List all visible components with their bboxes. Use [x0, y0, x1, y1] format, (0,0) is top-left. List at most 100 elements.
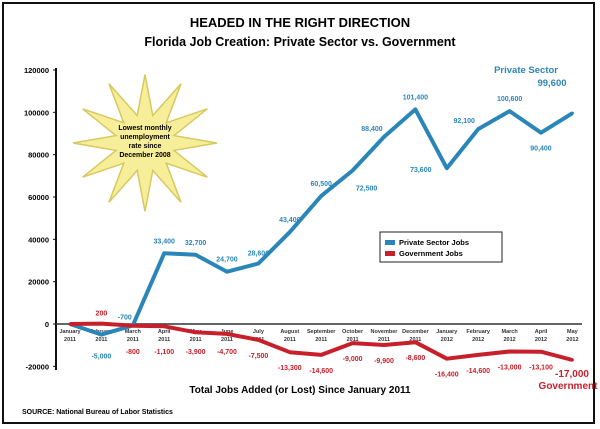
x-tick-label-year: 2012: [535, 337, 547, 343]
y-tick-label: 100000: [24, 108, 49, 117]
private-point: [445, 166, 449, 170]
y-tick-label: 40000: [28, 235, 49, 244]
government-data-label: -9,900: [374, 358, 394, 365]
x-tick-label-year: 2011: [315, 337, 327, 343]
private-point: [570, 111, 574, 115]
private-data-label: 90,400: [530, 146, 552, 153]
x-tick-label-month: January: [59, 329, 81, 335]
private-point: [382, 135, 386, 139]
government-point: [508, 350, 512, 354]
private-point: [319, 194, 323, 198]
private-point: [476, 127, 480, 131]
x-tick-label-month: August: [280, 329, 299, 335]
private-point: [225, 270, 229, 274]
government-point: [351, 341, 355, 345]
private-data-label: 32,700: [185, 240, 207, 247]
x-tick-label-year: 2012: [441, 337, 453, 343]
government-point: [539, 350, 543, 354]
x-tick-label-year: 2011: [347, 337, 359, 343]
private-data-label: 92,100: [453, 118, 475, 125]
government-data-label: 200: [96, 311, 108, 318]
x-tick-label-month: April: [158, 329, 171, 335]
government-point: [131, 324, 135, 328]
private-data-label: 28,600: [248, 250, 270, 257]
private-data-label: 101,400: [403, 94, 428, 101]
government-data-label: -7,500: [248, 353, 268, 360]
private-data-label: -700: [118, 314, 132, 321]
starburst-text-line: unemployment: [120, 134, 170, 141]
starburst-callout: Lowest monthly unemployment rate since Dece…: [72, 74, 218, 212]
private-data-label: 72,500: [356, 186, 378, 193]
x-tick-label-year: 2011: [127, 337, 139, 343]
government-point: [319, 353, 323, 357]
x-tick-label-year: 2011: [64, 337, 76, 343]
private-data-label: 88,400: [361, 126, 383, 133]
private-point: [539, 131, 543, 135]
x-tick-label-month: October: [342, 329, 364, 335]
government-point: [256, 338, 260, 342]
y-tick-label: 20000: [28, 278, 49, 287]
x-tick-label-month: March: [501, 329, 518, 335]
x-tick-label-year: 2011: [409, 337, 421, 343]
private-point: [256, 261, 260, 265]
x-tick-label-year: 2011: [378, 337, 390, 343]
government-point: [570, 358, 574, 362]
legend-label-private: Private Sector Jobs: [399, 238, 469, 247]
private-point: [99, 333, 103, 337]
government-point: [99, 322, 103, 326]
x-axis-label: Total Jobs Added (or Lost) Since January…: [189, 385, 411, 396]
government-data-label: -8,600: [405, 355, 425, 362]
private-point: [288, 230, 292, 234]
private-end-name: Private Sector: [494, 65, 558, 76]
x-tick-label-year: 2011: [95, 337, 107, 343]
government-data-label: -14,600: [466, 368, 490, 375]
x-tick-label-month: February: [466, 329, 490, 335]
government-data-label: -1,100: [154, 349, 174, 356]
government-data-label: -13,100: [529, 365, 553, 372]
legend-swatch-private: [385, 240, 395, 245]
government-data-label: -14,600: [309, 368, 333, 375]
y-tick-label: -20000: [26, 362, 49, 371]
private-point: [162, 251, 166, 255]
government-point: [162, 324, 166, 328]
private-data-label: 100,600: [497, 96, 522, 103]
x-tick-label-month: July: [253, 329, 265, 335]
private-point: [413, 107, 417, 111]
chart-title: HEADED IN THE RIGHT DIRECTION: [190, 15, 410, 30]
x-tick-label-month: February: [90, 329, 114, 335]
x-tick-label-month: January: [436, 329, 458, 335]
private-data-label: 33,400: [153, 238, 175, 245]
private-data-label: 24,700: [216, 257, 238, 264]
x-tick-label-year: 2011: [221, 337, 233, 343]
government-data-label: -16,400: [435, 372, 459, 379]
government-point: [382, 343, 386, 347]
starburst-text-line: December 2008: [119, 152, 170, 159]
government-point: [445, 357, 449, 361]
y-tick-label: 80000: [28, 151, 49, 160]
source-note: SOURCE: National Bureau of Labor Statist…: [22, 409, 173, 416]
gov-end-value: -17,000: [555, 369, 589, 380]
private-point: [351, 169, 355, 173]
gov-end-name: Government: [539, 381, 599, 392]
legend-swatch-government: [385, 251, 395, 256]
private-data-label: 43,400: [279, 217, 301, 224]
x-tick-label-year: 2011: [284, 337, 296, 343]
x-tick-label-year: 2012: [472, 337, 484, 343]
chart-subtitle: Florida Job Creation: Private Sector vs.…: [144, 35, 456, 49]
x-tick-label-month: April: [535, 329, 548, 335]
x-tick-label-month: December: [402, 329, 429, 335]
starburst-text-line: rate since: [129, 143, 162, 150]
government-point: [288, 350, 292, 354]
private-data-label: 60,500: [310, 181, 332, 188]
starburst-shape: [72, 74, 218, 212]
x-tick-label-month: March: [125, 329, 142, 335]
y-tick-label: 60000: [28, 193, 49, 202]
government-data-label: -4,700: [217, 349, 237, 356]
legend-label-government: Government Jobs: [399, 249, 463, 258]
government-data-label: -13,300: [278, 365, 302, 372]
x-tick-label-month: September: [307, 329, 336, 335]
government-data-label: -800: [126, 349, 140, 356]
private-end-value: 99,600: [537, 78, 566, 89]
